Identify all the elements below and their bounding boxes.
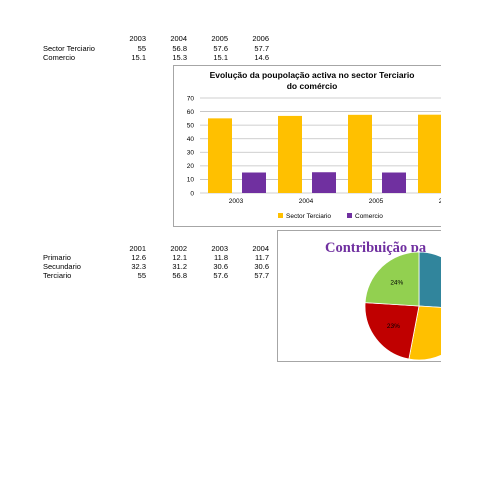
- table-cell: 55: [137, 44, 146, 53]
- bar-sector-terciario-2006: [418, 114, 441, 193]
- y-tick-label: 70: [187, 95, 195, 102]
- chart-title-line2: do comércio: [287, 81, 338, 91]
- x-tick-label: 2006: [439, 198, 441, 205]
- table-cell: 12.1: [172, 253, 187, 262]
- table-cell: 55: [137, 271, 146, 280]
- legend-swatch-sector-terciario: [278, 213, 283, 218]
- pie-slice: [364, 251, 420, 307]
- year-header: 2004: [252, 244, 269, 253]
- year-header: 2004: [170, 34, 187, 43]
- bar-comercio-2005: [382, 172, 406, 193]
- bar-comercio-2004: [312, 172, 336, 193]
- pie-chart[interactable]: Contribuição pa 23% 24%: [277, 230, 441, 362]
- row-label: Comercio: [43, 53, 76, 62]
- bar-sector-terciario-2005: [348, 114, 372, 193]
- bar-series: [208, 114, 441, 193]
- pie-slices: 23% 24%: [364, 251, 441, 361]
- chart-title-line1: Evolução da poupolação activa no sector …: [210, 70, 415, 80]
- table-cell: 11.7: [254, 253, 269, 262]
- table-cell: 32.3: [131, 262, 146, 271]
- bar-sector-terciario-2003: [208, 118, 232, 193]
- year-header: 2005: [211, 34, 228, 43]
- row-label: Primario: [43, 253, 71, 262]
- table-cell: 14.6: [254, 53, 269, 62]
- y-tick-label: 30: [187, 150, 195, 157]
- table-cell: 56.8: [172, 44, 187, 53]
- x-tick-label: 2005: [369, 198, 384, 205]
- y-tick-label: 10: [187, 177, 195, 184]
- year-header: 2003: [129, 34, 146, 43]
- bar-comercio-2003: [242, 172, 266, 193]
- table-cell: 57.7: [254, 44, 269, 53]
- row-label: Terciario: [43, 271, 72, 280]
- y-tick-label: 60: [187, 109, 195, 116]
- pie-slice-label: 24%: [390, 279, 403, 286]
- pie-chart-title: Contribuição pa: [325, 240, 427, 256]
- y-axis-ticks: 0 10 20 30 40 50 60 70: [187, 95, 195, 197]
- y-tick-label: 0: [190, 190, 194, 197]
- pie-slice: [418, 251, 441, 308]
- table-cell: 31.2: [172, 262, 187, 271]
- legend-label-comercio: Comercio: [355, 213, 383, 220]
- table-cell: 15.1: [213, 53, 228, 62]
- year-header: 2001: [129, 244, 146, 253]
- pie-chart-svg: Contribuição pa 23% 24%: [325, 240, 441, 361]
- pie-slice-label: 23%: [387, 323, 400, 330]
- year-header: 2002: [170, 244, 187, 253]
- legend-label-sector-terciario: Sector Terciario: [286, 213, 331, 220]
- y-tick-label: 20: [187, 163, 195, 170]
- table-cell: 57.7: [254, 271, 269, 280]
- table-cell: 15.3: [172, 53, 187, 62]
- year-header: 2003: [211, 244, 228, 253]
- table-cell: 15.1: [131, 53, 146, 62]
- x-axis-ticks: 2003 2004 2005 2006: [229, 198, 441, 205]
- row-label: Sector Terciario: [43, 44, 95, 53]
- pie-slice: [364, 302, 420, 360]
- y-tick-label: 40: [187, 136, 195, 143]
- table-cell: 11.8: [213, 253, 228, 262]
- table-cell: 30.6: [254, 262, 269, 271]
- x-tick-label: 2004: [299, 198, 314, 205]
- spreadsheet-area: 2003 2004 2005 2006 Sector Terciario 55 …: [43, 34, 441, 362]
- x-tick-label: 2003: [229, 198, 244, 205]
- row-label: Secundario: [43, 262, 81, 271]
- y-tick-label: 50: [187, 122, 195, 129]
- pie-slice: [408, 305, 441, 361]
- table-cell: 57.6: [213, 271, 228, 280]
- bar-chart-svg: Evolução da poupolação activa no sector …: [187, 70, 441, 220]
- table-cell: 57.6: [213, 44, 228, 53]
- bar-sector-terciario-2004: [278, 115, 302, 193]
- legend-swatch-comercio: [347, 213, 352, 218]
- table-cell: 30.6: [213, 262, 228, 271]
- table-cell: 12.6: [131, 253, 146, 262]
- table-cell: 56.8: [172, 271, 187, 280]
- year-header: 2006: [252, 34, 269, 43]
- bar-chart[interactable]: Evolução da poupolação activa no sector …: [173, 65, 441, 227]
- chart-legend: Sector Terciario Comercio: [278, 213, 383, 220]
